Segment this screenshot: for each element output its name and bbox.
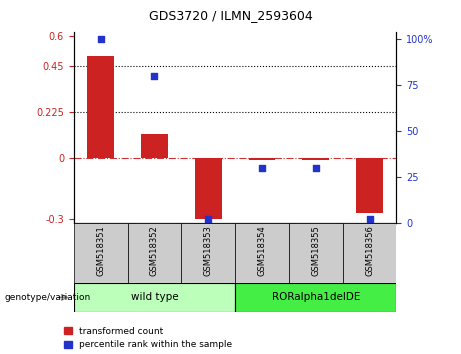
Text: GSM518354: GSM518354 xyxy=(258,225,266,275)
Point xyxy=(258,165,266,171)
Text: RORalpha1delDE: RORalpha1delDE xyxy=(272,292,360,302)
Text: GSM518352: GSM518352 xyxy=(150,225,159,275)
Bar xyxy=(74,223,128,283)
Bar xyxy=(289,223,343,283)
Text: GSM518355: GSM518355 xyxy=(311,225,320,275)
Point xyxy=(312,165,319,171)
Bar xyxy=(356,158,383,213)
Bar xyxy=(141,133,168,158)
Bar xyxy=(87,56,114,158)
Bar xyxy=(195,158,222,219)
Text: GSM518353: GSM518353 xyxy=(204,225,213,276)
Point xyxy=(151,73,158,79)
Point xyxy=(366,217,373,222)
Bar xyxy=(343,223,396,283)
Text: wild type: wild type xyxy=(130,292,178,302)
Bar xyxy=(302,158,329,160)
Text: GSM518356: GSM518356 xyxy=(365,225,374,276)
Bar xyxy=(235,283,396,312)
Bar xyxy=(181,223,235,283)
Bar xyxy=(74,283,235,312)
Legend: transformed count, percentile rank within the sample: transformed count, percentile rank withi… xyxy=(65,327,232,349)
Text: GDS3720 / ILMN_2593604: GDS3720 / ILMN_2593604 xyxy=(148,9,313,22)
Text: GSM518351: GSM518351 xyxy=(96,225,105,275)
Bar xyxy=(235,223,289,283)
Point xyxy=(205,217,212,222)
Bar xyxy=(128,223,181,283)
Bar xyxy=(248,158,275,160)
Point xyxy=(97,36,104,42)
Text: genotype/variation: genotype/variation xyxy=(5,293,91,302)
